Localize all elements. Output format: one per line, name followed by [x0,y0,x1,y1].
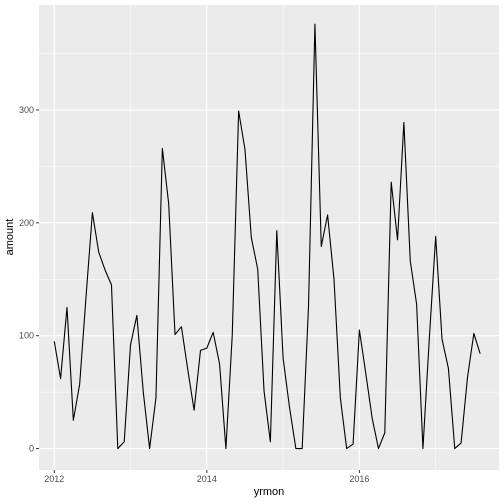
x-axis-title: yrmon [254,486,285,498]
x-axis-ticks: 2012 2014 2016 [44,470,369,484]
y-tick-label: 200 [19,218,34,228]
y-tick-label: 0 [29,444,34,454]
panel-background [39,5,499,470]
y-tick-label: 300 [19,105,34,115]
minor-gridlines [39,5,499,470]
y-axis-title: amount [4,219,16,256]
x-tick-label: 2014 [197,474,217,484]
series-line [53,23,481,450]
y-axis-ticks: 0 100 200 300 [19,105,39,454]
y-tick-label: 100 [19,331,34,341]
major-gridlines [39,5,499,470]
series-layer [53,23,481,450]
x-tick-label: 2012 [44,474,64,484]
x-tick-label: 2016 [349,474,369,484]
